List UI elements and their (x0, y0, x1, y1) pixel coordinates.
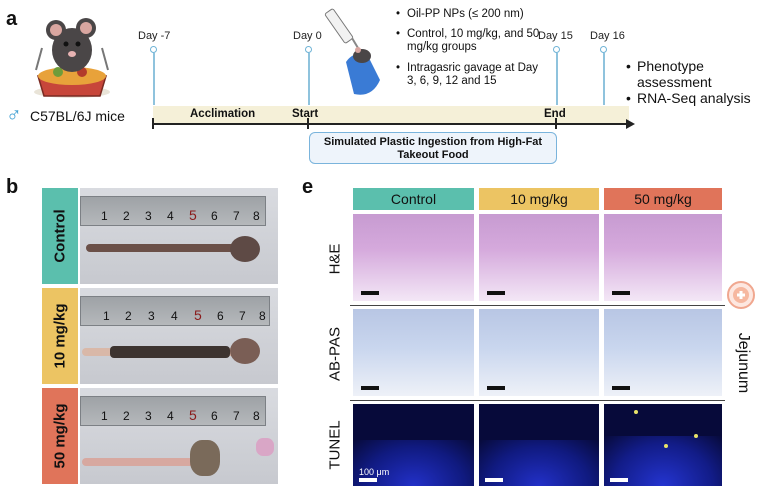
header-control: Control (353, 188, 474, 210)
stain-label-he: H&E (326, 243, 344, 275)
intestine-photo-10mg: 1 2 3 4 5 6 7 8 (80, 288, 278, 384)
ruler-control: 1 2 3 4 5 6 7 8 (80, 196, 266, 226)
timeline-arrow (626, 119, 635, 129)
tunel-control-image: 100 μm (353, 404, 474, 486)
panel-b-label: b (6, 176, 19, 198)
day-minus7-pin (153, 53, 155, 105)
row-label-control: Control (42, 188, 78, 284)
timeline-axis (153, 123, 629, 125)
day-16-pin (603, 53, 605, 105)
header-10mg: 10 mg/kg (479, 188, 599, 210)
bullet-nps: Oil-PP NPs (≤ 200 nm) (396, 8, 552, 21)
abpas-50mg-image (604, 309, 722, 396)
he-50mg-image (604, 214, 722, 301)
outcome-phenotype: Phenotype assessment (626, 58, 757, 90)
row-label-50mg: 50 mg/kg (42, 388, 78, 484)
scalebar (361, 291, 379, 295)
jejunum-cross-section-icon (727, 281, 755, 309)
day-16-marker (600, 46, 607, 53)
header-50mg: 50 mg/kg (604, 188, 722, 210)
day-16-label: Day 16 (590, 30, 625, 42)
abpas-10mg-image (479, 309, 599, 396)
intestine-photo-50mg: 1 2 3 4 5 6 7 8 (80, 388, 278, 484)
tissue-label: Jejunum (735, 332, 752, 394)
male-symbol: ♂ (6, 104, 22, 127)
scale-label: 100 μm (359, 467, 390, 477)
phase-start: Start (292, 108, 319, 120)
outcome-rnaseq: RNA-Seq analysis (626, 90, 762, 106)
day-15-pin (556, 53, 558, 105)
ruler-50mg: 1 2 3 4 5 6 7 8 (80, 396, 266, 426)
day-0-pin (308, 53, 310, 105)
day-15-marker (553, 46, 560, 53)
syringe-gavage-icon (324, 8, 380, 95)
ingestion-box: Simulated Plastic Ingestion from High-Fa… (309, 132, 557, 164)
tunel-50mg-image (604, 404, 722, 486)
he-control-image (353, 214, 474, 301)
timeline-bar (153, 106, 629, 123)
tunel-10mg-image (479, 404, 599, 486)
panel-a-label: a (6, 8, 18, 30)
intestine-photo-control: 1 2 3 4 5 6 7 8 (80, 188, 278, 284)
stain-label-tunel: TUNEL (326, 420, 344, 470)
row-label-10mg: 10 mg/kg (42, 288, 78, 384)
mouse-takeout-icon (34, 18, 110, 98)
stain-label-abpas: AB-PAS (326, 327, 344, 381)
abpas-control-image (353, 309, 474, 396)
day-minus7-marker (150, 46, 157, 53)
ruler-10mg: 1 2 3 4 5 6 7 8 (80, 296, 270, 326)
phase-end: End (544, 108, 566, 120)
day-0-marker (305, 46, 312, 53)
mouse-strain-label: C57BL/6J mice (30, 108, 125, 124)
bullet-gavage: Intragasric gavage at Day 3, 6, 9, 12 an… (396, 62, 547, 88)
panel-e-label: e (302, 176, 314, 198)
he-10mg-image (479, 214, 599, 301)
day-0-label: Day 0 (293, 30, 322, 42)
day-minus7-label: Day -7 (138, 30, 171, 42)
phase-acclimation: Acclimation (190, 108, 256, 120)
bullet-groups: Control, 10 mg/kg, and 50 mg/kg groups (396, 28, 547, 54)
